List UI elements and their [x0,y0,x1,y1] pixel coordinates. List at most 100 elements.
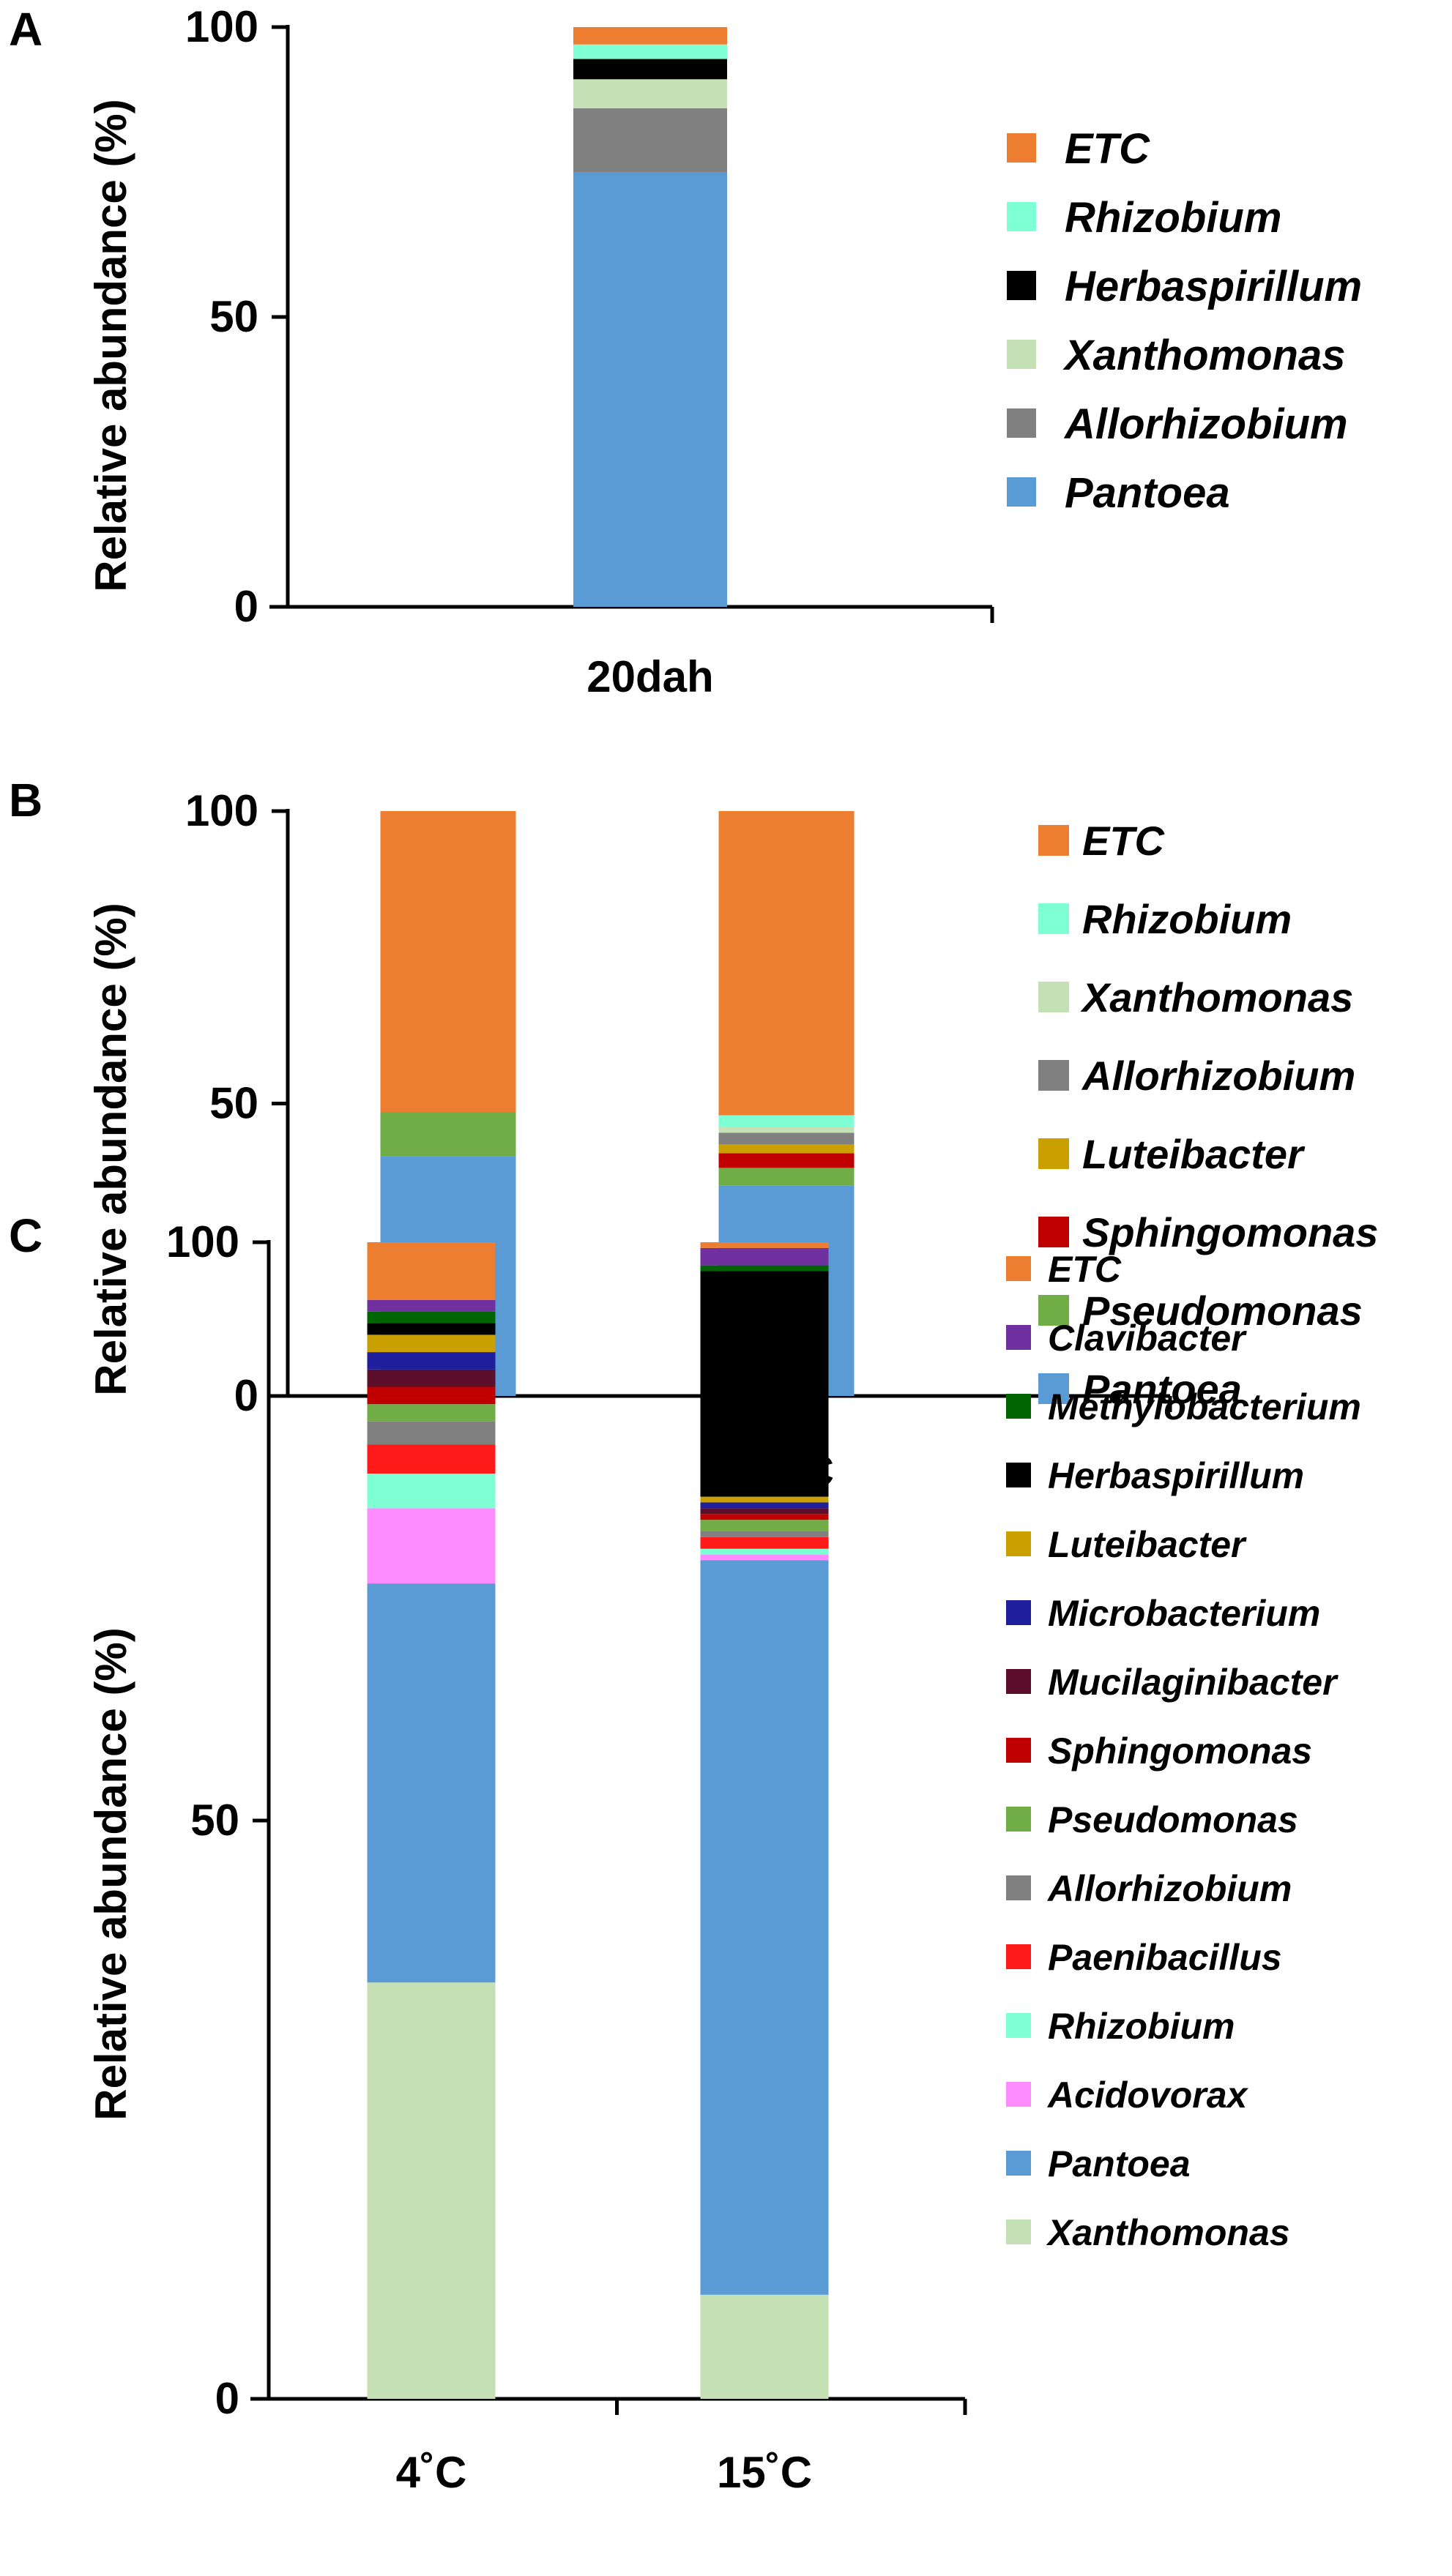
legend-label-allorhizobium: Allorhizobium [1081,1053,1355,1099]
legend-label-sphingomonas: Sphingomonas [1082,1209,1378,1255]
legend-swatch-acidovorax [1006,2082,1031,2107]
y-tick-label: 0 [234,582,258,631]
bar-segment-allorhizobium-4-c [367,1421,496,1445]
legend-label-paenibacillus: Paenibacillus [1048,1937,1282,1978]
bar-segment-pantoea-15-c [700,1560,829,2295]
legend: ETC Clavibacter Methylobacterium Herbaspiri… [1006,1249,1361,2253]
bar-segment-rhizobium-15-c [700,1548,829,1555]
bar-segment-xanthomonas-15-c [700,2294,829,2399]
legend-label-clavibacter: Clavibacter [1048,1318,1247,1359]
bar-segment-pseudomonas-4-c [367,1404,496,1422]
bar-segment-microbacterium-4-c [367,1352,496,1370]
y-axis-title-b: Relative abundance (%) [86,903,135,1396]
bar-segment-rhizobium-4-c [367,1474,496,1509]
legend-label-xanthomonas: Xanthomonas [1062,332,1346,379]
legend-swatch-pantoea [1007,477,1036,507]
legend-label-luteibacter: Luteibacter [1082,1131,1306,1177]
legend-label-etc: ETC [1048,1249,1122,1290]
legend-label-microbacterium: Microbacterium [1048,1593,1320,1634]
legend-label-mucilaginibacter: Mucilaginibacter [1048,1662,1339,1703]
legend-swatch-sphingomonas [1006,1738,1031,1763]
legend-swatch-herbaspirillum [1006,1463,1031,1487]
bar-segment-pseudomonas-15-c [718,1168,855,1186]
legend-label-pseudomonas: Pseudomonas [1048,1799,1298,1840]
bar-segment-xanthomonas-20dah [573,79,727,108]
legend-swatch-allorhizobium [1006,1875,1031,1900]
bar-segment-pantoea-20dah [573,172,727,607]
y-tick-label: 50 [209,1079,258,1128]
legend-swatch-microbacterium [1006,1600,1031,1625]
y-tick-label: 100 [166,1217,239,1266]
legend-swatch-luteibacter [1006,1531,1031,1556]
bar-segment-sphingomonas-4-c [367,1386,496,1405]
bar-segment-luteibacter-4-c [367,1334,496,1353]
bar-segment-allorhizobium-20dah [573,108,727,172]
legend-swatch-pseudomonas [1006,1807,1031,1832]
bar-segment-paenibacillus-15-c [700,1537,829,1549]
legend-swatch-xanthomonas [1007,340,1036,369]
legend-label-pseudomonas: Pseudomonas [1082,1288,1363,1334]
y-tick-label: 100 [185,2,258,51]
bar-segment-pseudomonas-4-c [380,1112,516,1157]
y-tick-label: 0 [215,2374,239,2423]
x-category-label: 4˚C [396,2448,467,2497]
legend-label-herbaspirillum: Herbaspirillum [1048,1455,1304,1496]
bar-segment-etc-15-c [700,1242,829,1248]
panel-label-c: C [9,1209,42,1262]
x-category-label: 15˚C [717,2448,812,2497]
legend-swatch-etc [1007,133,1036,163]
bar-segment-herbaspirillum-15-c [700,1271,829,1497]
bar-segment-luteibacter-15-c [718,1144,855,1154]
bar-segment-allorhizobium-15-c [700,1531,829,1537]
bar-segment-etc-4-c [380,811,516,1113]
y-axis-title-a: Relative abundance (%) [86,99,135,592]
bar-segment-mucilaginibacter-4-c [367,1369,496,1387]
panel-label-b: B [9,774,42,826]
legend-swatch-pseudomonas [1038,1295,1069,1326]
legend-label-xanthomonas: Xanthomonas [1080,974,1353,1020]
legend-swatch-clavibacter [1006,1325,1031,1350]
legend-label-methylobacterium: Methylobacterium [1048,1386,1361,1427]
y-tick-label: 50 [190,1796,239,1845]
legend-swatch-methylobacterium [1006,1394,1031,1419]
y-tick-label: 50 [209,292,258,341]
legend-label-allorhizobium: Allorhizobium [1046,1868,1292,1909]
legend-label-pantoea: Pantoea [1082,1366,1242,1412]
bar-segment-microbacterium-15-c [700,1502,829,1509]
legend-swatch-sphingomonas [1038,1217,1069,1247]
legend-label-rhizobium: Rhizobium [1048,2006,1235,2047]
bar-segment-pseudomonas-15-c [700,1520,829,1531]
legend-swatch-rhizobium [1006,2013,1031,2038]
bar-segment-xanthomonas-15-c [718,1127,855,1133]
bar-segment-sphingomonas-15-c [718,1153,855,1168]
chart-panel-a: 0 50 100 20dah ETC Rhizobium Herbaspirillum Xan… [185,2,1362,701]
legend-swatch-pantoea [1006,2151,1031,2176]
legend-swatch-etc [1038,825,1069,856]
y-axis-title-c: Relative abundance (%) [86,1627,135,2121]
legend-swatch-herbaspirillum [1007,271,1036,300]
y-tick-label: 0 [234,1371,258,1420]
chart-panel-c: 0 50 100 4˚C 15˚C ETC Clavibacter Methylobacter… [166,1217,1361,2497]
bar-segment-xanthomonas-4-c [367,1982,496,2399]
bar-segment-methylobacterium-15-c [700,1265,829,1272]
bar-segment-pantoea-4-c [367,1583,496,1983]
legend: ETC Rhizobium Xanthomonas Allorhizobium Lute… [1038,818,1378,1412]
panel-label-a: A [9,3,42,56]
legend-label-pantoea: Pantoea [1048,2143,1191,2184]
bar-segment-sphingomonas-15-c [700,1514,829,1520]
legend-swatch-allorhizobium [1007,408,1036,438]
legend-label-allorhizobium: Allorhizobium [1063,400,1348,448]
x-category-label: 20dah [587,652,713,701]
bar-segment-acidovorax-4-c [367,1508,496,1584]
bar-segment-etc-4-c [367,1242,496,1300]
bar-segment-paenibacillus-4-c [367,1444,496,1474]
bar-segment-clavibacter-4-c [367,1300,496,1312]
legend-label-rhizobium: Rhizobium [1065,194,1281,242]
legend-swatch-pantoea [1038,1373,1069,1404]
bar-segment-etc-20dah [573,27,727,45]
bar-segment-allorhizobium-15-c [718,1132,855,1145]
legend-label-herbaspirillum: Herbaspirillum [1065,263,1362,310]
bar-segment-acidovorax-15-c [700,1554,829,1561]
